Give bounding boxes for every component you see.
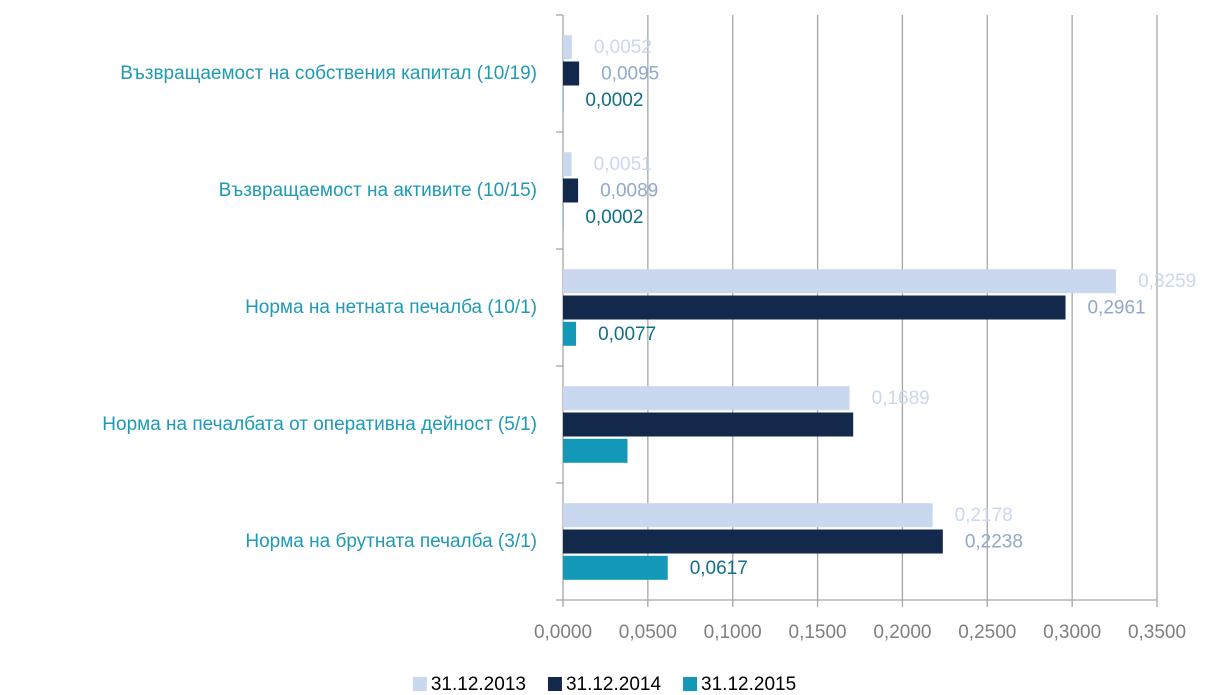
x-tick-label: 0,3500	[1128, 622, 1186, 643]
legend-swatch	[412, 677, 427, 691]
x-tick-label: 0,2000	[873, 622, 931, 643]
data-label: 0,1689	[872, 388, 930, 409]
bar	[563, 321, 577, 346]
x-tick-label: 0,0500	[619, 622, 677, 643]
data-label: 0,3259	[1138, 271, 1196, 292]
bar	[563, 555, 668, 580]
bar	[563, 412, 854, 437]
x-tick-label: 0,0000	[534, 622, 592, 643]
bar	[563, 386, 850, 411]
bar	[563, 61, 580, 86]
x-tick-label: 0,3000	[1043, 622, 1101, 643]
bar	[563, 35, 572, 60]
bar	[563, 295, 1066, 320]
bar	[563, 529, 943, 554]
legend-swatch	[547, 677, 562, 691]
data-label: 0,0077	[598, 324, 656, 345]
data-label: 0,2178	[955, 505, 1013, 526]
data-label: 0,0051	[594, 154, 652, 175]
data-label: 0,0002	[585, 207, 643, 228]
y-tick-label: Норма на печалбата от оперативна дейност…	[102, 366, 537, 483]
data-label: 0,0052	[594, 37, 652, 58]
y-tick-label: Норма на нетната печалба (10/1)	[245, 249, 537, 366]
legend-label: 31.12.2013	[431, 674, 526, 695]
x-tick-label: 0,1500	[789, 622, 847, 643]
category-text: Норма на печалбата от оперативна дейност…	[102, 413, 537, 435]
bar	[563, 152, 572, 177]
data-label: 0,0095	[601, 64, 659, 85]
bar	[563, 503, 933, 528]
category-text: Норма на нетната печалба (10/1)	[245, 296, 537, 318]
category-text: Норма на брутната печалба (3/1)	[245, 530, 537, 552]
data-label: 0,2961	[1088, 298, 1146, 319]
category-text: Възвращаемост на активите (10/15)	[218, 179, 537, 201]
data-label: 0,2238	[965, 532, 1023, 553]
bar	[563, 178, 579, 203]
x-tick-label: 0,2500	[958, 622, 1016, 643]
bar	[563, 269, 1117, 294]
y-tick-label: Възвращаемост на собствения капитал (10/…	[120, 15, 537, 132]
legend-label: 31.12.2015	[701, 674, 796, 695]
data-label: 0,0617	[690, 558, 748, 579]
legend-swatch	[683, 677, 698, 691]
bar	[563, 438, 628, 463]
data-label: 0,0002	[585, 90, 643, 111]
y-tick-label: Норма на брутната печалба (3/1)	[245, 483, 537, 600]
data-label: 0,0089	[600, 181, 658, 202]
category-text: Възвращаемост на собствения капитал (10/…	[120, 62, 537, 84]
x-tick-label: 0,1000	[704, 622, 762, 643]
legend-label: 31.12.2014	[566, 674, 662, 695]
y-tick-label: Възвращаемост на активите (10/15)	[219, 132, 537, 249]
